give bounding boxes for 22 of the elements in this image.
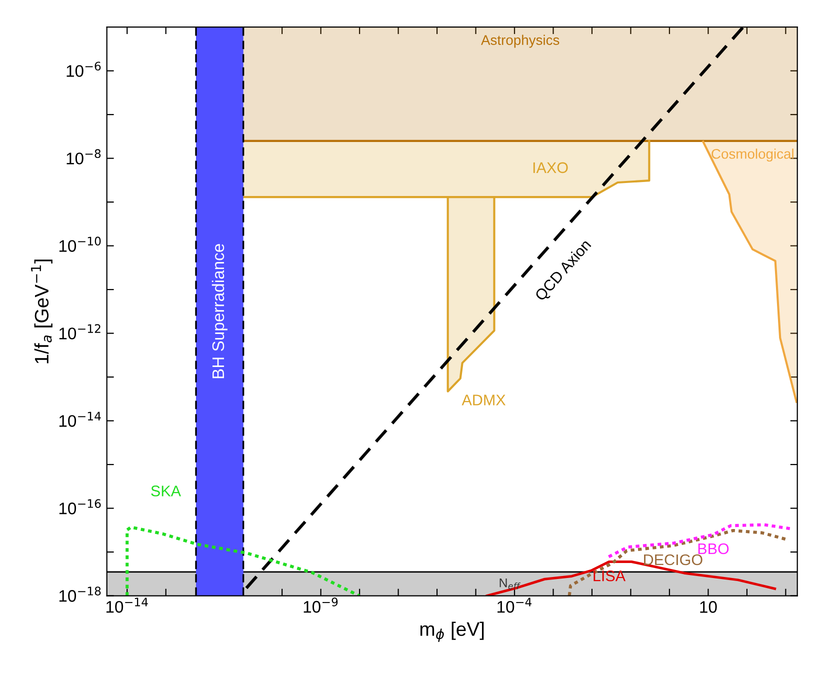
series-label: Cosmological: [712, 148, 794, 162]
text: SKA: [151, 486, 181, 496]
series-label: BBO: [698, 543, 729, 554]
x-axis-title: m$_{ϕ}$ [eV]: [420, 622, 484, 642]
series-label: IAXO: [533, 162, 568, 174]
series-label: DECIGO: [644, 554, 702, 566]
y-tick-label: 10$^{−16}$: [59, 499, 101, 514]
y-tick-label: 10$^{−8}$: [66, 149, 101, 164]
text: Astrophysics: [481, 34, 560, 48]
y-tick-label: 10$^{−18}$: [59, 586, 101, 602]
x-tick-label: 10$^{−9}$: [304, 598, 338, 613]
x-tick-label: 10$^{−14}$: [106, 598, 148, 613]
series-label: LISA: [594, 570, 626, 582]
x-tick-label: 10$^{−4}$: [498, 598, 532, 613]
x-tick-label: 10: [700, 601, 717, 613]
band-label: BH Superradiance: [212, 244, 228, 378]
y-tick-label: 10$^{−10}$: [59, 236, 101, 252]
y-axis-title: 1/f$_{a}$ [GeV$^{−1}$]: [31, 260, 52, 364]
y-tick-label: 10$^{−14}$: [59, 412, 101, 427]
y-tick-label: 10$^{−6}$: [66, 62, 101, 77]
y-tick-label: 10$^{−12}$: [59, 324, 100, 340]
series-label: ADMX: [462, 394, 506, 406]
